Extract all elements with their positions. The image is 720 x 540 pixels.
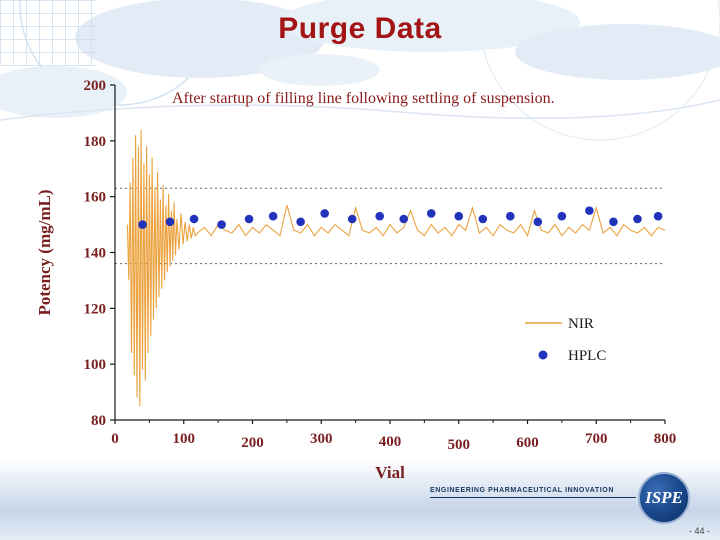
ispe-logo-text: ISPE (645, 488, 683, 507)
y-axis-ticks: 80 100 120 140 160 180 200 (84, 78, 115, 429)
logo-divider-line (430, 497, 636, 498)
axes (114, 85, 665, 421)
potency-chart: 80 100 120 140 160 180 200 0 100 200 300 400 500 600 7… (30, 70, 680, 490)
svg-text:200: 200 (241, 435, 264, 451)
svg-text:120: 120 (84, 301, 107, 317)
svg-text:500: 500 (448, 437, 471, 453)
logo-tagline: ENGINEERING PHARMACEUTICAL INNOVATION (430, 487, 614, 494)
svg-text:100: 100 (173, 431, 196, 447)
svg-text:180: 180 (84, 134, 107, 150)
svg-text:200: 200 (84, 78, 107, 94)
grid-decoration (0, 0, 96, 66)
svg-text:140: 140 (84, 246, 107, 262)
svg-text:300: 300 (310, 431, 333, 447)
control-limit-lines (115, 187, 665, 265)
svg-text:700: 700 (585, 431, 608, 447)
x-axis-label: Vial (375, 463, 405, 482)
svg-text:HPLC: HPLC (568, 348, 606, 364)
svg-text:160: 160 (84, 190, 107, 206)
potency-chart-svg: 80 100 120 140 160 180 200 0 100 200 300 400 500 600 7… (35, 78, 676, 482)
svg-text:400: 400 (379, 434, 402, 450)
svg-text:80: 80 (91, 413, 106, 429)
nir-line-series (126, 129, 666, 407)
chart-subtitle: After startup of filling line following … (172, 90, 555, 107)
bottom-gradient-band (0, 460, 720, 540)
hplc-scatter-series (138, 206, 663, 229)
svg-text:NIR: NIR (568, 316, 594, 332)
chart-legend: NIR HPLC (525, 316, 606, 364)
slide-title: Purge Data (278, 12, 442, 45)
svg-text:600: 600 (516, 435, 539, 451)
svg-text:800: 800 (654, 431, 677, 447)
svg-text:100: 100 (84, 357, 107, 373)
ispe-logo: ISPE (638, 472, 690, 524)
y-axis-label: Potency (mg/mL) (35, 189, 54, 315)
page-number: - 44 - (688, 526, 710, 536)
x-axis-ticks: 0 100 200 300 400 500 600 700 800 (111, 420, 676, 453)
world-map-decoration (0, 0, 720, 141)
svg-text:0: 0 (111, 431, 119, 447)
